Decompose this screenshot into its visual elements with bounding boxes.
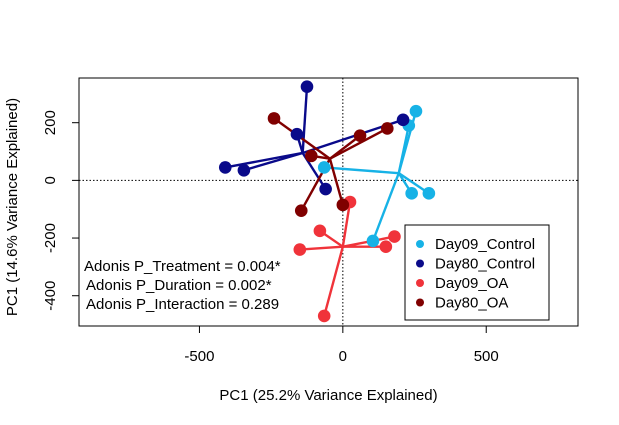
day80-control-spider-line — [301, 86, 309, 154]
day09-oa-spider-line — [341, 201, 352, 247]
day80-control-spider-line — [225, 151, 303, 169]
day80-oa-point — [267, 112, 281, 125]
x-tick-label: -500 — [184, 348, 214, 365]
day80-oa-point — [294, 204, 308, 217]
day80-oa-point — [380, 122, 394, 135]
adonis-annotation: Adonis P_Interaction = 0.289 — [86, 296, 279, 313]
adonis-annotations: Adonis P_Treatment = 0.004* Adonis P_Dura… — [84, 258, 281, 313]
day09-control-point — [317, 161, 331, 174]
day80-control-spider-line — [243, 151, 304, 172]
day80-control-point — [290, 127, 304, 141]
y-axis: -400 -200 0 200 — [42, 110, 80, 311]
day80-oa-spider-line — [328, 158, 344, 206]
day80-oa-legend-marker — [416, 298, 424, 307]
day80-control-legend-marker — [416, 259, 424, 268]
plot-area — [78, 77, 579, 327]
day09-oa-point — [317, 309, 331, 323]
data-points — [218, 80, 436, 323]
day09-oa-point — [293, 243, 307, 256]
y-tick-label: 0 — [42, 176, 59, 184]
x-tick-label: 0 — [339, 348, 347, 365]
y-tick-label: -200 — [42, 223, 59, 253]
day09-control-point — [422, 187, 436, 200]
y-tick-label: 200 — [42, 110, 59, 135]
day09-control-spider-line — [397, 125, 410, 174]
day09-control-point — [409, 104, 423, 118]
day80-control-legend-label: Day80_Control — [435, 256, 535, 273]
x-axis: -500 0 500 — [184, 325, 499, 365]
x-axis-label: PC1 (25.2% Variance Explained) — [219, 387, 437, 404]
y-tick-label: -400 — [42, 281, 59, 311]
day80-control-point — [237, 163, 251, 177]
day09-oa-spider-line — [323, 246, 344, 317]
legend: Day09_Control Day80_Control Day09_OA Day80_… — [404, 224, 550, 321]
adonis-annotation: Adonis P_Treatment = 0.004* — [84, 258, 281, 275]
day09-control-point — [405, 187, 418, 200]
legend-box — [404, 224, 550, 321]
day80-control-point — [319, 182, 332, 196]
day09-oa-point — [379, 240, 393, 253]
day09-control-point — [366, 234, 380, 248]
day09-control-legend-label: Day09_Control — [435, 236, 535, 253]
day80-control-point — [300, 80, 314, 93]
day09-control-spider-line — [324, 166, 399, 175]
day09-control-spider-line — [371, 172, 400, 242]
day09-oa-spider-line — [299, 245, 343, 251]
day80-oa-point — [304, 149, 318, 163]
day80-control-point — [396, 113, 410, 127]
day80-control-point — [218, 161, 232, 174]
day09-oa-legend-marker — [416, 279, 424, 287]
day80-oa-point — [353, 129, 367, 142]
y-axis-label: PC1 (14.6% Variance Explained) — [4, 98, 21, 316]
day09-control-legend-marker — [416, 240, 424, 248]
day80-oa-spider-line — [329, 127, 388, 160]
day09-oa-point — [388, 230, 401, 243]
day09-oa-legend-label: Day09_OA — [435, 275, 508, 292]
day09-oa-point — [313, 224, 327, 238]
day80-oa-spider-line — [273, 117, 331, 160]
adonis-annotation: Adonis P_Duration = 0.002* — [86, 277, 272, 294]
day80-oa-point — [336, 198, 350, 212]
x-tick-label: 500 — [474, 348, 499, 365]
day80-oa-legend-label: Day80_OA — [435, 295, 508, 312]
